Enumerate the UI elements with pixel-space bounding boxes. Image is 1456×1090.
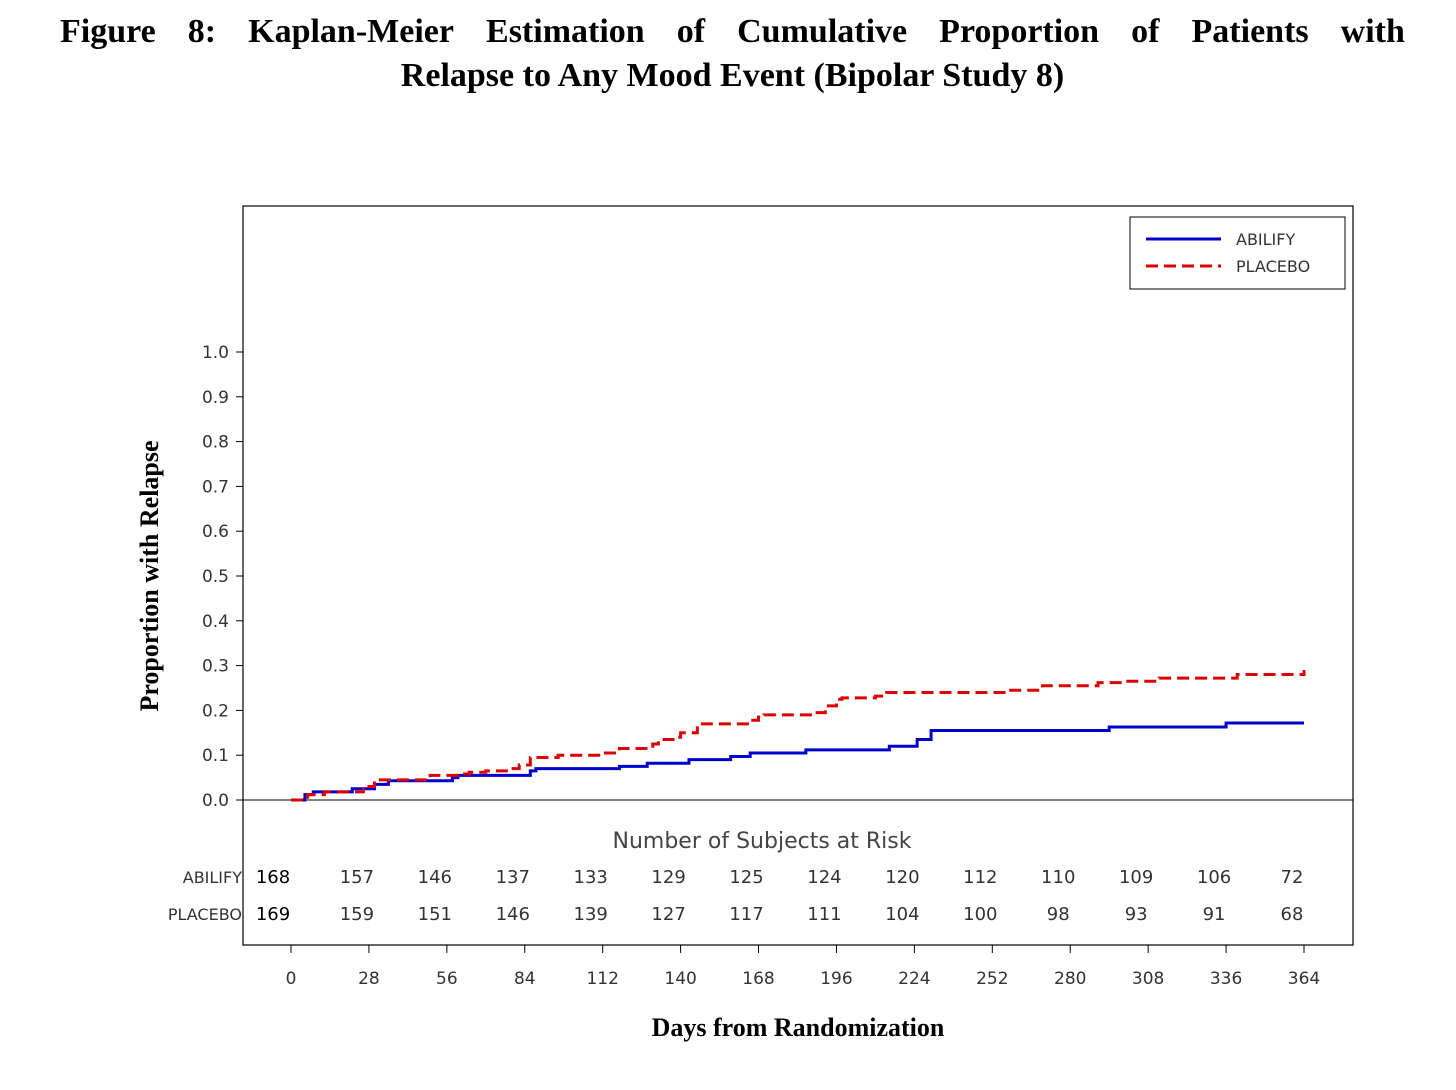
x-tick-label: 252 — [976, 969, 1008, 989]
series-line-placebo — [291, 670, 1306, 802]
title-word: of — [1131, 13, 1160, 50]
risk-value: 159 — [340, 904, 374, 925]
x-tick-label: 196 — [820, 969, 852, 989]
risk-value: 168 — [256, 867, 290, 888]
figure-title-line1: Figure 8: Kaplan-Meier Estimation of Cumulati… — [60, 10, 1405, 54]
risk-value: 169 — [256, 904, 290, 925]
y-tick-label: 0.7 — [202, 477, 229, 497]
risk-value: 68 — [1281, 904, 1304, 925]
risk-value: 100 — [963, 904, 997, 925]
risk-value: 110 — [1041, 867, 1075, 888]
x-axis: 0 28 56 84 112 140 168 196 224 252 280 308 336 364 — [286, 945, 1320, 989]
risk-value: 120 — [885, 867, 919, 888]
risk-value: 124 — [807, 867, 841, 888]
legend-label: PLACEBO — [1236, 257, 1310, 276]
x-axis-label: Days from Randomization — [652, 1013, 945, 1042]
title-word: of — [676, 13, 706, 50]
x-tick-label: 56 — [436, 969, 458, 989]
title-word: Kaplan-Meier — [248, 13, 454, 50]
title-word: with — [1340, 13, 1405, 50]
legend: ABILIFY PLACEBO — [1129, 216, 1346, 290]
x-tick-label: 308 — [1132, 969, 1164, 989]
legend-label: ABILIFY — [1236, 230, 1295, 249]
title-word: Estimation — [486, 13, 645, 50]
risk-value: 109 — [1119, 867, 1153, 888]
risk-value: 139 — [574, 904, 608, 925]
risk-value: 151 — [418, 904, 452, 925]
title-word: Proportion — [939, 13, 1100, 50]
risk-value: 93 — [1125, 904, 1148, 925]
y-tick-label: 0.9 — [202, 388, 229, 408]
risk-value: 127 — [651, 904, 685, 925]
risk-row-label: ABILIFY — [183, 868, 242, 887]
title-word: Figure — [60, 13, 156, 50]
risk-value: 91 — [1203, 904, 1226, 925]
title-word: Patients — [1191, 13, 1309, 50]
x-tick-label: 84 — [514, 969, 536, 989]
y-axis-label: Proportion with Relapse — [135, 440, 164, 711]
y-tick-label: 0.4 — [202, 612, 229, 632]
risk-value: 112 — [963, 867, 997, 888]
x-tick-label: 0 — [286, 969, 297, 989]
x-tick-label: 224 — [898, 969, 930, 989]
y-tick-label: 0.1 — [202, 746, 229, 766]
risk-value: 106 — [1197, 867, 1231, 888]
y-tick-label: 1.0 — [202, 343, 229, 363]
title-word: Cumulative — [737, 13, 908, 50]
risk-value: 129 — [651, 867, 685, 888]
figure-title-line2: Relapse to Any Mood Event (Bipolar Study… — [400, 57, 1065, 94]
risk-table-title: Number of Subjects at Risk — [613, 829, 912, 854]
x-tick-label: 280 — [1054, 969, 1086, 989]
risk-value: 146 — [418, 867, 452, 888]
x-tick-label: 364 — [1288, 969, 1320, 989]
x-tick-label: 336 — [1210, 969, 1242, 989]
y-tick-label: 0.3 — [202, 657, 229, 677]
y-tick-label: 0.6 — [202, 522, 229, 542]
title-word: 8: — [187, 13, 217, 50]
y-tick-label: 0.8 — [202, 433, 229, 453]
y-tick-label: 0.0 — [202, 791, 229, 811]
series-line-abilify — [291, 721, 1304, 802]
figure-title: Figure 8: Kaplan-Meier Estimation of Cumulati… — [60, 10, 1405, 98]
x-tick-label: 140 — [664, 969, 696, 989]
x-tick-label: 28 — [358, 969, 380, 989]
risk-value: 133 — [574, 867, 608, 888]
risk-value: 146 — [496, 904, 530, 925]
y-tick-label: 0.2 — [202, 701, 229, 721]
risk-value: 137 — [496, 867, 530, 888]
x-tick-label: 168 — [742, 969, 774, 989]
risk-value: 104 — [885, 904, 919, 925]
risk-value: 117 — [729, 904, 763, 925]
risk-value: 98 — [1047, 904, 1070, 925]
risk-value: 111 — [807, 904, 841, 925]
risk-value: 157 — [340, 867, 374, 888]
risk-table: Number of Subjects at Risk ABILIFY 168 157 1… — [168, 829, 1304, 925]
risk-value: 72 — [1281, 867, 1304, 888]
series-layer — [291, 670, 1306, 802]
risk-value: 125 — [729, 867, 763, 888]
legend-box — [1129, 216, 1346, 290]
y-tick-label: 0.5 — [202, 567, 229, 587]
y-axis: 0.0 0.1 0.2 0.3 0.4 0.5 0.6 0.7 0.8 0.9 1.0 — [202, 343, 243, 811]
x-tick-label: 112 — [586, 969, 618, 989]
risk-row-label: PLACEBO — [168, 905, 242, 924]
